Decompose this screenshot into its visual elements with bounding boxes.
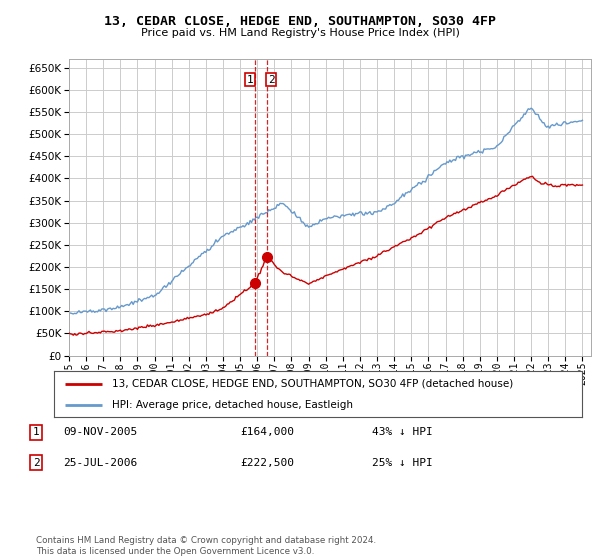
Text: 1: 1 [247, 74, 253, 85]
Text: HPI: Average price, detached house, Eastleigh: HPI: Average price, detached house, East… [112, 400, 353, 410]
Text: 13, CEDAR CLOSE, HEDGE END, SOUTHAMPTON, SO30 4FP (detached house): 13, CEDAR CLOSE, HEDGE END, SOUTHAMPTON,… [112, 379, 514, 389]
Text: 09-NOV-2005: 09-NOV-2005 [63, 427, 137, 437]
Text: 1: 1 [32, 427, 40, 437]
Text: 25-JUL-2006: 25-JUL-2006 [63, 458, 137, 468]
Text: 2: 2 [32, 458, 40, 468]
Text: Price paid vs. HM Land Registry's House Price Index (HPI): Price paid vs. HM Land Registry's House … [140, 28, 460, 38]
Text: £222,500: £222,500 [240, 458, 294, 468]
Text: £164,000: £164,000 [240, 427, 294, 437]
Text: 25% ↓ HPI: 25% ↓ HPI [372, 458, 433, 468]
Text: 13, CEDAR CLOSE, HEDGE END, SOUTHAMPTON, SO30 4FP: 13, CEDAR CLOSE, HEDGE END, SOUTHAMPTON,… [104, 15, 496, 28]
Text: 43% ↓ HPI: 43% ↓ HPI [372, 427, 433, 437]
Text: Contains HM Land Registry data © Crown copyright and database right 2024.
This d: Contains HM Land Registry data © Crown c… [36, 536, 376, 556]
Text: 2: 2 [268, 74, 274, 85]
